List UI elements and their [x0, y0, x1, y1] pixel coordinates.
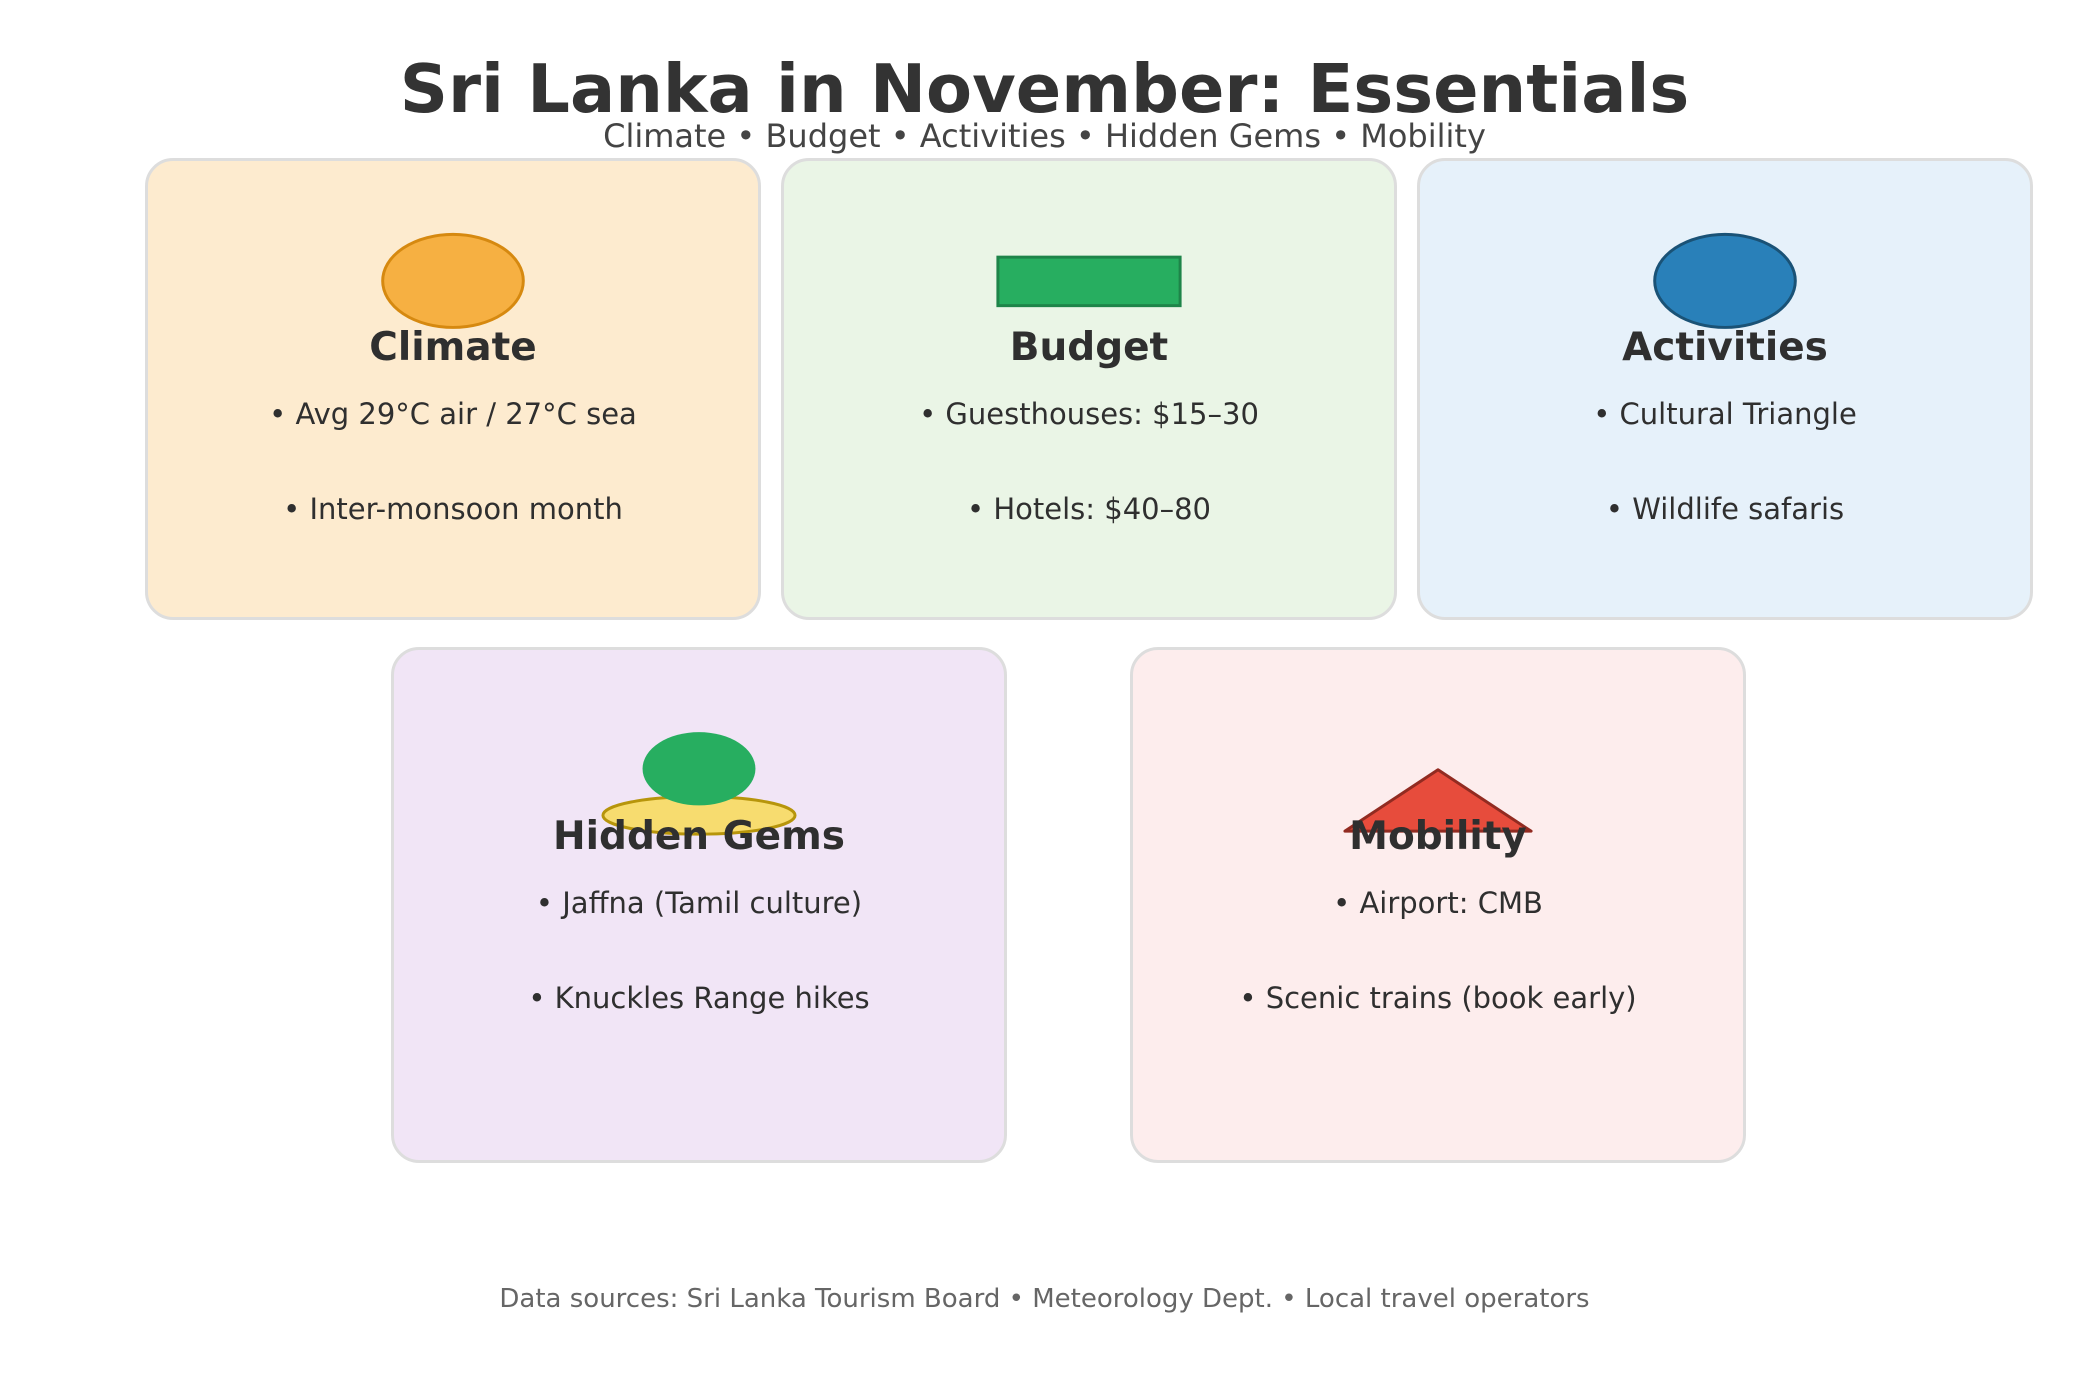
- card-title: Budget: [1009, 325, 1169, 370]
- card-title: Mobility: [1349, 814, 1527, 859]
- card-item: • Scenic trains (book early): [1239, 981, 1637, 1015]
- card-item: • Jaffna (Tamil culture): [535, 886, 863, 920]
- banknote-icon: [996, 255, 1182, 308]
- card-item: • Airport: CMB: [1333, 886, 1543, 920]
- card-item: • Cultural Triangle: [1593, 397, 1857, 431]
- footer-sources: Data sources: Sri Lanka Tourism Board • …: [499, 1284, 1590, 1314]
- card-hidden-gems: Hidden Gems • Jaffna (Tamil culture) • K…: [391, 647, 1007, 1163]
- card-item: • Hotels: $40–80: [967, 492, 1211, 526]
- card-title: Hidden Gems: [553, 814, 845, 859]
- card-title: Activities: [1622, 325, 1828, 370]
- island-tree-icon: [601, 732, 797, 836]
- card-item: • Knuckles Range hikes: [528, 981, 870, 1015]
- card-item: • Wildlife safaris: [1605, 492, 1845, 526]
- page-title: Sri Lanka in November: Essentials: [399, 50, 1690, 128]
- triangle-icon: [1343, 768, 1533, 833]
- card-climate: Climate • Avg 29°C air / 27°C sea • Inte…: [145, 158, 761, 620]
- card-title: Climate: [369, 325, 537, 370]
- blue-circle-icon: [1653, 232, 1797, 329]
- card-item: • Avg 29°C air / 27°C sea: [269, 397, 637, 431]
- card-mobility: Mobility • Airport: CMB • Scenic trains …: [1130, 647, 1746, 1163]
- card-item: • Inter-monsoon month: [283, 492, 623, 526]
- card-budget: Budget • Guesthouses: $15–30 • Hotels: $…: [781, 158, 1397, 620]
- card-item: • Guesthouses: $15–30: [919, 397, 1259, 431]
- card-activities: Activities • Cultural Triangle • Wildlif…: [1417, 158, 2033, 620]
- page-subtitle: Climate • Budget • Activities • Hidden G…: [603, 117, 1486, 155]
- sun-circle-icon: [381, 232, 525, 329]
